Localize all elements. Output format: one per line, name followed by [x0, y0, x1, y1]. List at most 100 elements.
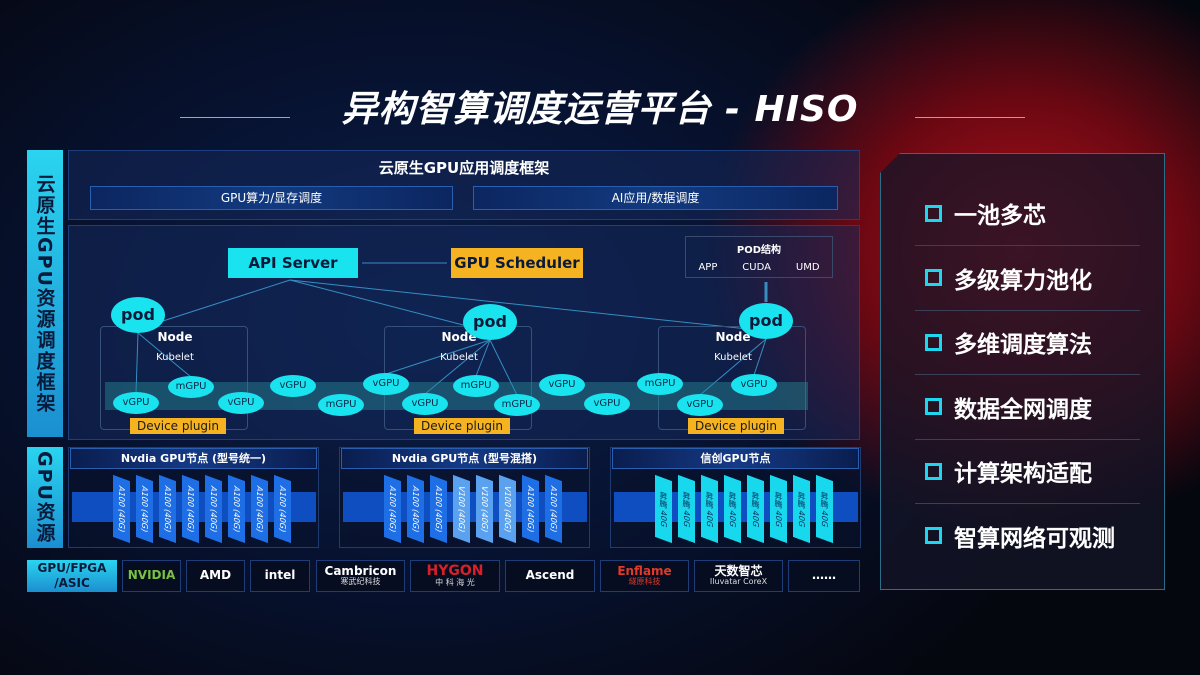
checkbox-square-icon [925, 527, 942, 544]
feature-divider [915, 245, 1140, 246]
gpu-chip: 昇腾 40G [747, 474, 764, 544]
gpu-chip: V100 (40G) [453, 474, 470, 544]
gpu-node-title: 信创GPU节点 [612, 448, 859, 469]
feature-label: 一池多芯 [954, 203, 1046, 229]
checkbox-square-icon [925, 333, 942, 351]
gpu-chip: A100 (40G) [522, 474, 539, 544]
gpu-chip: 昇腾 40G [816, 474, 833, 544]
gpu-compute-bar: GPU算力/显存调度 [90, 186, 453, 210]
vendor-logo-hygon: HYGON 中 科 海 光 [410, 560, 500, 592]
checkbox-square-icon [925, 269, 942, 286]
pod-structure-item: APP [698, 262, 718, 273]
feature-item: 多级算力池化 [925, 261, 1092, 295]
kubelet-label: Kubelet [714, 352, 752, 363]
feature-divider [915, 438, 1140, 440]
device-plugin-label: Device plugin [414, 418, 510, 434]
vendor-name: HYGON [426, 562, 484, 579]
api-server-box: API Server [228, 248, 358, 278]
vendor-subtitle: 寒武纪科技 [340, 577, 381, 587]
vendor-logo-ascend: Ascend [505, 560, 595, 592]
gpu-chip: A100 (40G) [274, 474, 291, 544]
feature-item: 数据全网调度 [925, 390, 1092, 424]
vendor-name: intel [264, 568, 296, 583]
vgpu-ellipse: vGPU [539, 374, 585, 396]
gpu-chip: A100 (40G) [228, 474, 245, 544]
feature-divider [915, 503, 1140, 504]
vgpu-ellipse: vGPU [402, 393, 448, 415]
node-label: Node [441, 330, 477, 344]
mgpu-ellipse: mGPU [168, 376, 214, 398]
checkbox-square-icon [925, 462, 942, 480]
gpu-chip: 昇腾 40G [678, 474, 695, 544]
gpu-chip: A100 (40G) [182, 474, 199, 544]
pod-structure-item: UMD [795, 262, 820, 273]
feature-label: 多维调度算法 [954, 332, 1092, 358]
feature-label: 计算架构适配 [954, 461, 1092, 487]
kubelet-label: Kubelet [156, 352, 194, 363]
device-plugin-label: Device plugin [688, 418, 784, 434]
vendor-logo-cambricon: Cambricon 寒武纪科技 [316, 560, 405, 592]
gpu-chip: A100 (40G) [136, 474, 153, 544]
ai-data-bar: AI应用/数据调度 [473, 186, 838, 210]
mgpu-ellipse: mGPU [637, 373, 683, 395]
vendor-logo-天数智芯: 天数智芯 Iluvatar CoreX [694, 560, 783, 592]
kubelet-label: Kubelet [440, 352, 478, 363]
gpu-chip: A100 (40G) [251, 474, 268, 544]
vgpu-ellipse: vGPU [218, 392, 264, 414]
feature-divider [915, 309, 1140, 311]
vendor-name: Enflame [617, 564, 672, 578]
pod-structure-box: POD结构 APP CUDA UMD [685, 236, 833, 278]
node-label: Node [157, 330, 193, 344]
node-label: Node [715, 330, 751, 344]
gpu-chip: A100 (40G) [545, 474, 562, 544]
vendor-name: Ascend [525, 568, 575, 583]
framework-title: 云原生GPU应用调度框架 [378, 159, 550, 177]
gpu-chip: 昇腾 40G [770, 474, 787, 544]
vgpu-ellipse: vGPU [584, 393, 630, 415]
vendor-logo-enflame: Enflame 燧原科技 [600, 560, 689, 592]
vgpu-ellipse: vGPU [270, 375, 316, 397]
feature-label: 多级算力池化 [954, 267, 1092, 294]
vendor-logo-nvidia: NVIDIA [122, 560, 181, 592]
checkbox-square-icon [925, 398, 942, 415]
vendor-logo-……: …… [788, 560, 860, 592]
gpu-chip: V100 (40G) [476, 474, 493, 544]
gpu-chip: A100 (40G) [384, 474, 401, 544]
gpu-node-title: Nvdia GPU节点 (型号混搭) [341, 448, 588, 469]
feature-item: 多维调度算法 [925, 325, 1092, 359]
side-label-framework: 云原生GPU资源调度框架 [27, 150, 63, 437]
gpu-chip: A100 (40G) [407, 474, 424, 544]
vendor-logo-amd: AMD [186, 560, 245, 592]
feature-label: 数据全网调度 [954, 396, 1092, 423]
pod-structure-item: CUDA [742, 262, 771, 273]
gpu-chip: 昇腾 40G [724, 474, 741, 544]
mgpu-ellipse: mGPU [494, 394, 540, 416]
feature-item: 计算架构适配 [925, 454, 1092, 488]
feature-item: 一池多芯 [925, 196, 1046, 230]
checkbox-square-icon [925, 204, 942, 222]
vendor-category-label: GPU/FPGA /ASIC [27, 560, 117, 592]
gpu-chip: 昇腾 40G [655, 474, 672, 544]
vendor-name: NVIDIA [127, 568, 176, 583]
gpu-chip: V100 (40G) [499, 474, 516, 544]
gpu-node-title: Nvdia GPU节点 (型号统一) [70, 448, 317, 469]
features-panel [880, 153, 1165, 590]
vgpu-ellipse: vGPU [113, 392, 159, 414]
device-plugin-label: Device plugin [130, 418, 226, 434]
vendor-name: AMD [199, 568, 232, 583]
vgpu-ellipse: vGPU [677, 394, 723, 416]
vendor-subtitle: 燧原科技 [628, 577, 661, 587]
pod-ellipse: pod [463, 304, 517, 340]
gpu-chip: A100 (40G) [113, 474, 130, 544]
title-decor-line [180, 117, 290, 118]
feature-label: 智算网络可观测 [954, 525, 1115, 552]
feature-item: 智算网络可观测 [925, 519, 1115, 553]
vendor-name: …… [812, 568, 836, 583]
vendor-subtitle: Iluvatar CoreX [709, 577, 768, 587]
gpu-chip: 昇腾 40G [793, 474, 810, 544]
title-decor-line [915, 117, 1025, 118]
gpu-scheduler-box: GPU Scheduler [451, 248, 583, 278]
mgpu-ellipse: mGPU [453, 375, 499, 397]
mgpu-ellipse: mGPU [318, 394, 364, 416]
feature-divider [915, 374, 1140, 375]
